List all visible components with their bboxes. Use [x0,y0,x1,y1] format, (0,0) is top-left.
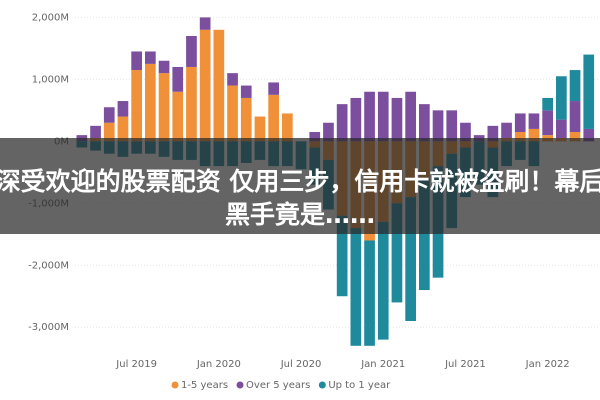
bar-segment [487,125,499,142]
x-tick-label: Jan 2022 [525,359,570,370]
bar-segment [460,122,471,142]
bar-segment [391,97,403,142]
banner-background [0,138,600,234]
bar-segment [268,94,279,142]
bar-segment [323,122,334,142]
bar-segment [145,63,156,142]
bar-segment [419,178,430,291]
bar-segment [186,66,197,142]
bar-segment [528,113,540,129]
y-tick-label: 2,000M [32,12,69,23]
legend-marker [171,381,179,389]
bar-segment [336,215,348,297]
bar-segment [103,107,115,123]
bar-segment [501,122,512,139]
bar-segment [227,85,238,142]
x-tick-label: Jan 2020 [196,359,241,370]
bar-segment [213,29,225,142]
bar-segment [569,70,581,102]
bar-segment [569,132,581,142]
bar-segment [364,240,375,346]
bar-segment [556,119,567,139]
bar-segment [117,101,129,117]
bar-segment [172,91,184,142]
bar-segment [514,113,526,133]
x-tick-label: Jul 2021 [444,359,486,370]
bar-segment [336,104,348,142]
y-tick-label: -2,000M [28,260,69,271]
bar-segment [350,228,362,346]
y-tick-label: 1,000M [32,74,69,85]
bar-segment [145,51,156,64]
bar-segment [158,60,170,74]
legend-marker [236,381,244,389]
bar-segment [240,97,252,142]
bar-segment [377,91,389,142]
bar-segment [254,116,266,142]
bar-segment [391,203,403,303]
bar-segment [103,122,115,142]
bar-segment [199,17,211,30]
bar-segment [240,85,252,98]
banner-line: 深受欢迎的股票配资 仅用三步，信用卡就被盗刷！幕后 [0,167,600,196]
bar-segment [199,29,211,142]
legend-label: Up to 1 year [328,380,391,391]
bar-segment [268,82,279,95]
legend-label: 1-5 years [181,380,228,391]
bar-segment [172,66,184,92]
bar-segment [514,132,526,142]
bar-segment [227,73,238,86]
x-tick-label: Jul 2020 [280,359,322,370]
bar-segment [405,91,416,142]
bar-segment [542,110,553,136]
bar-segment [583,54,595,129]
legend-marker [318,381,326,389]
bar-segment [364,91,375,142]
bar-segment [117,116,129,142]
y-tick-label: -3,000M [28,322,69,333]
bar-segment [583,128,595,142]
x-tick-label: Jul 2019 [115,359,157,370]
bar-segment [131,51,142,71]
bar-segment [556,76,567,120]
bar-segment [542,97,553,111]
bar-segment [282,113,293,142]
bar-segment [405,197,416,322]
bar-segment [350,97,362,142]
bar-segment [419,104,430,142]
x-tick-label: Jan 2021 [360,359,405,370]
bar-segment [158,73,170,142]
bar-segment [569,101,581,133]
bar-segment [528,128,540,142]
bar-segment [309,132,321,142]
legend-label: Over 5 years [246,380,310,391]
bar-segment [446,110,458,142]
bar-segment [432,110,444,142]
bar-segment [90,125,101,139]
bar-segment [186,35,197,67]
bar-segment [131,70,142,142]
banner-line: 黑手竟是…… [225,200,375,229]
bar-segment [377,221,389,340]
